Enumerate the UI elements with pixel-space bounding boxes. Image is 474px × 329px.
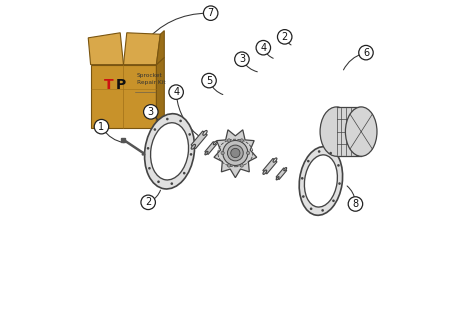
Text: Sprocket
Repair Kit: Sprocket Repair Kit xyxy=(137,73,165,85)
Circle shape xyxy=(359,45,373,60)
Polygon shape xyxy=(124,33,160,64)
Polygon shape xyxy=(263,158,277,174)
Circle shape xyxy=(171,182,173,185)
Ellipse shape xyxy=(263,170,267,174)
Text: P: P xyxy=(116,78,126,92)
Text: 3: 3 xyxy=(148,107,154,117)
Text: T: T xyxy=(104,78,114,92)
Text: 2: 2 xyxy=(145,197,151,207)
Text: 3: 3 xyxy=(239,54,245,64)
Polygon shape xyxy=(214,130,257,178)
Text: 1: 1 xyxy=(99,122,104,132)
Circle shape xyxy=(157,180,160,183)
Circle shape xyxy=(228,139,231,142)
Text: 2: 2 xyxy=(282,32,288,42)
Circle shape xyxy=(302,195,305,198)
Ellipse shape xyxy=(299,147,343,215)
Text: 4: 4 xyxy=(173,87,179,97)
Circle shape xyxy=(256,40,271,55)
Circle shape xyxy=(228,164,231,167)
Circle shape xyxy=(154,128,156,131)
Circle shape xyxy=(228,145,243,161)
Ellipse shape xyxy=(276,177,279,180)
Polygon shape xyxy=(276,168,287,180)
Circle shape xyxy=(310,208,312,210)
Ellipse shape xyxy=(205,151,208,155)
Circle shape xyxy=(231,148,240,158)
Circle shape xyxy=(240,164,243,167)
Polygon shape xyxy=(337,107,361,156)
Polygon shape xyxy=(191,131,207,149)
Circle shape xyxy=(190,153,192,156)
Circle shape xyxy=(246,151,250,155)
Circle shape xyxy=(148,167,151,169)
Polygon shape xyxy=(205,142,217,154)
Text: 7: 7 xyxy=(208,8,214,18)
Circle shape xyxy=(202,73,216,88)
Ellipse shape xyxy=(213,141,217,145)
Polygon shape xyxy=(156,57,164,128)
Circle shape xyxy=(144,105,158,119)
Circle shape xyxy=(223,140,248,165)
Circle shape xyxy=(301,177,303,180)
Circle shape xyxy=(277,30,292,44)
Circle shape xyxy=(147,147,149,150)
Polygon shape xyxy=(88,33,124,64)
Circle shape xyxy=(321,209,324,212)
Circle shape xyxy=(188,133,191,136)
Ellipse shape xyxy=(203,131,207,135)
Circle shape xyxy=(332,199,335,202)
Ellipse shape xyxy=(284,167,287,171)
Ellipse shape xyxy=(191,144,195,149)
Text: 8: 8 xyxy=(352,199,358,209)
Polygon shape xyxy=(91,64,156,128)
Ellipse shape xyxy=(304,155,337,207)
Text: 5: 5 xyxy=(206,76,212,86)
Circle shape xyxy=(235,52,249,66)
Circle shape xyxy=(337,164,340,167)
Text: 4: 4 xyxy=(260,43,266,53)
Circle shape xyxy=(94,119,109,134)
Circle shape xyxy=(169,85,183,99)
Circle shape xyxy=(221,151,224,155)
Ellipse shape xyxy=(346,107,377,156)
Polygon shape xyxy=(156,31,164,64)
Circle shape xyxy=(203,6,218,20)
Circle shape xyxy=(307,160,310,163)
Text: 6: 6 xyxy=(363,48,369,58)
Circle shape xyxy=(179,120,182,122)
Ellipse shape xyxy=(320,107,353,156)
Circle shape xyxy=(240,139,243,142)
Circle shape xyxy=(318,150,320,153)
Circle shape xyxy=(183,172,185,174)
Circle shape xyxy=(329,152,332,154)
Circle shape xyxy=(166,118,169,120)
Circle shape xyxy=(338,182,341,185)
Ellipse shape xyxy=(273,158,277,162)
Ellipse shape xyxy=(145,114,194,189)
Ellipse shape xyxy=(151,123,189,180)
Circle shape xyxy=(348,197,363,211)
Circle shape xyxy=(141,195,155,210)
